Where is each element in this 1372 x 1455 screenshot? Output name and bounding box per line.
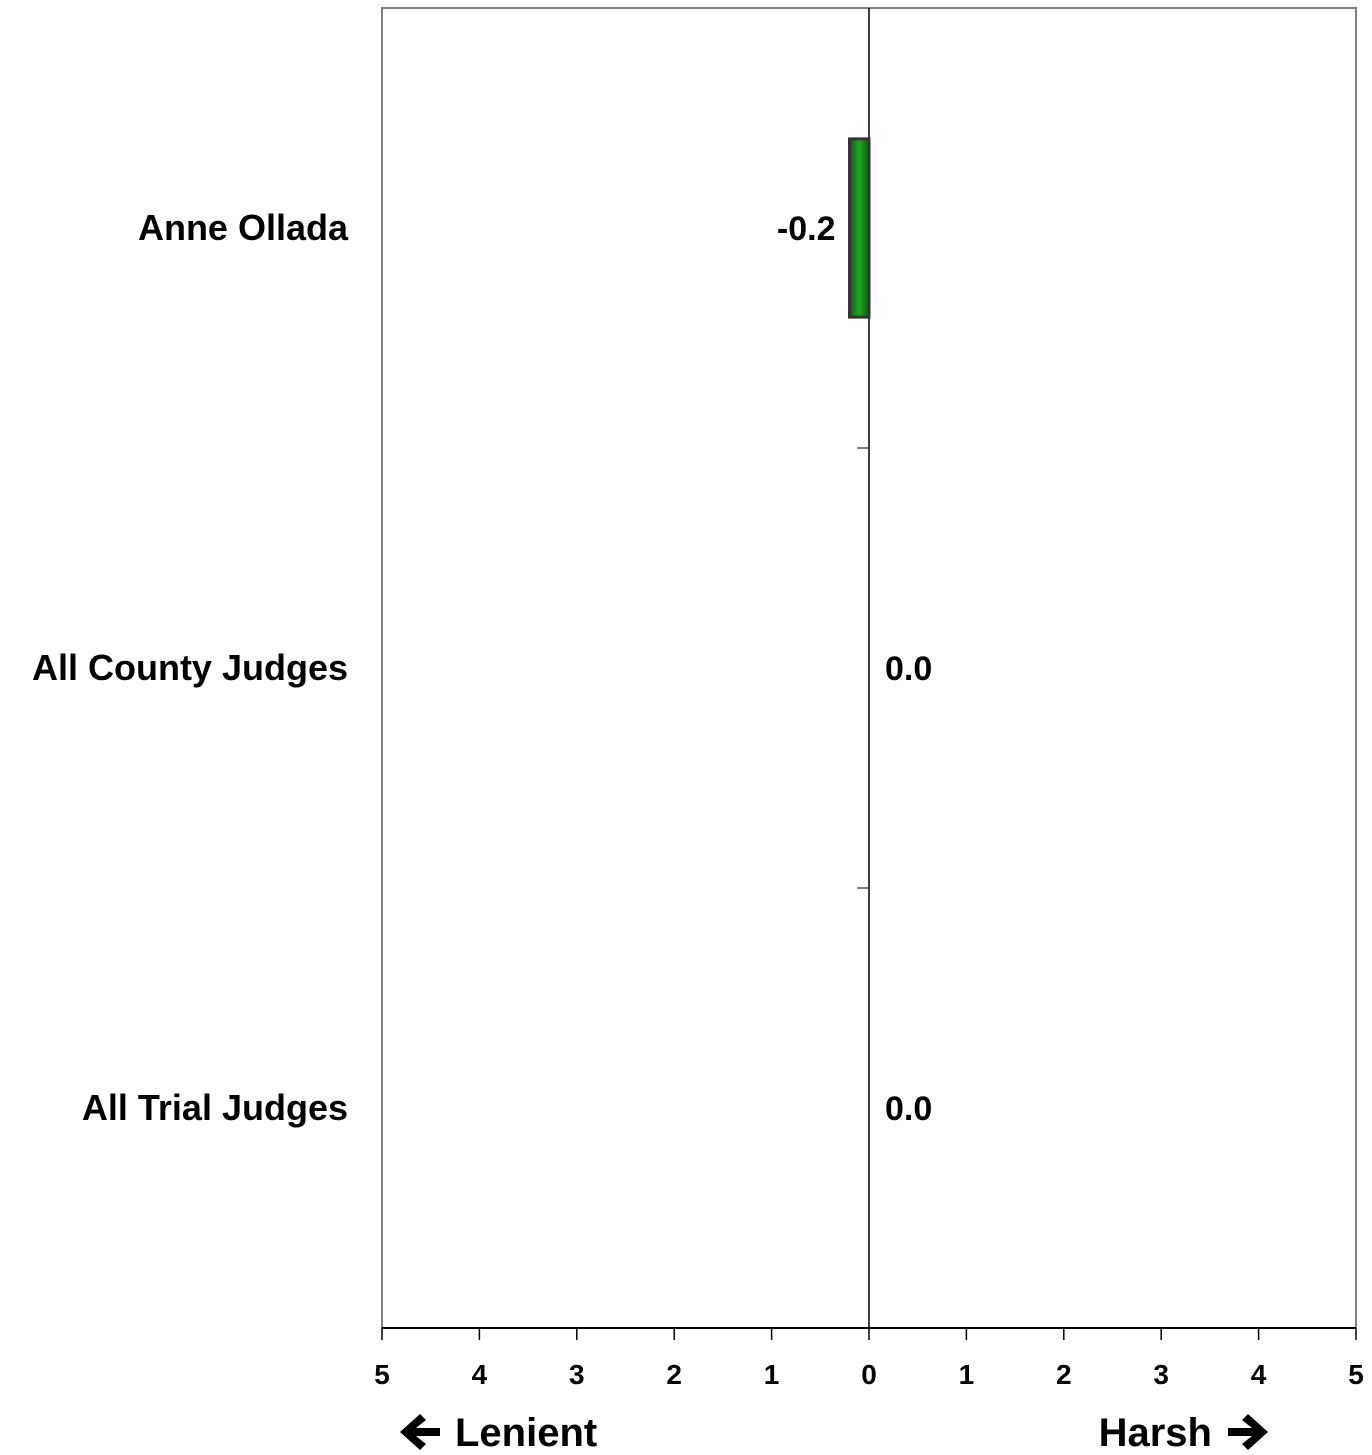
data-label: 0.0 [885, 650, 932, 688]
bar [848, 137, 871, 319]
right-arrow-icon [1228, 1414, 1268, 1450]
x-tick-label: 1 [959, 1359, 975, 1390]
direction-label-lenient: Lenient [455, 1411, 597, 1455]
category-label: All Trial Judges [82, 1087, 348, 1128]
x-tick-label: 2 [1056, 1359, 1072, 1390]
direction-label-harsh: Harsh [1099, 1411, 1212, 1455]
x-tick-label: 0 [861, 1359, 877, 1390]
x-tick-label: 1 [764, 1359, 780, 1390]
data-label: -0.2 [777, 210, 836, 248]
x-tick-label: 4 [472, 1359, 488, 1390]
x-tick-label: 3 [569, 1359, 585, 1390]
category-label: Anne Ollada [138, 207, 349, 248]
x-tick-label: 3 [1153, 1359, 1169, 1390]
data-label: 0.0 [885, 1090, 932, 1128]
x-tick-label: 2 [666, 1359, 682, 1390]
x-tick-label: 4 [1251, 1359, 1267, 1390]
left-arrow-icon [400, 1414, 440, 1450]
x-tick-label: 5 [374, 1359, 390, 1390]
category-label: All County Judges [32, 647, 348, 688]
x-tick-label: 5 [1348, 1359, 1364, 1390]
